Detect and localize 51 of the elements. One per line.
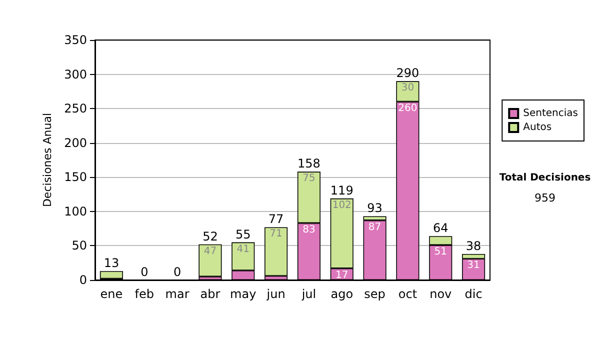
legend-label: Sentencias [523,108,578,119]
y-tick-label: 50 [72,238,87,253]
x-tick-label: abr [200,287,220,301]
data-label: 83 [302,224,316,236]
total-label: 13 [104,256,120,270]
total-label: 93 [367,201,382,216]
x-tick-label: ene [100,287,123,301]
data-label: 87 [368,222,382,233]
text: 959 [534,192,556,204]
x-tick-label: sep [364,287,386,301]
total-label: 52 [202,229,218,244]
data-label: 47 [204,246,217,257]
data-label: 71 [270,228,282,240]
x-tick-label: nov [430,287,452,301]
legend-label: Autos [523,122,552,133]
x-tick-label: dic [464,287,482,301]
x-tick-label: may [230,287,256,301]
total-label: 64 [432,221,448,236]
y-tick-label: 350 [64,33,87,47]
y-tick-label: 100 [64,204,87,218]
y-axis-title: Decisiones Anual [41,112,54,208]
total-label: 55 [235,227,251,242]
total-label: 77 [268,212,284,226]
x-tick-label: jul [300,287,316,301]
y-tick-label: 300 [64,67,87,82]
bar [198,244,222,277]
x-tick-label: ago [330,287,354,301]
total-label: 158 [298,156,320,171]
data-label: 102 [332,200,352,211]
data-label: 51 [434,246,447,258]
bar [264,227,288,276]
y-tick-label: 150 [64,170,87,184]
total-label: 0 [173,265,182,279]
total-label: 38 [466,238,482,253]
x-tick-label: jun [266,287,286,301]
data-label: 260 [398,103,418,114]
y-tick-label: 200 [64,136,87,150]
data-label: 75 [302,173,316,184]
y-tick-label: 250 [64,102,87,116]
total-label: 119 [330,183,354,198]
total-label: 0 [140,265,148,279]
data-label: 31 [467,260,480,272]
data-label: 17 [336,270,348,281]
data-label: 41 [236,244,250,255]
text: Total Decisiones [499,172,591,184]
y-tick-label: 0 [79,273,87,287]
data-label: 30 [401,82,414,94]
x-tick-label: feb [134,287,154,301]
total-label: 290 [396,66,420,80]
x-tick-label: mar [165,287,190,301]
x-tick-label: oct [398,287,418,301]
